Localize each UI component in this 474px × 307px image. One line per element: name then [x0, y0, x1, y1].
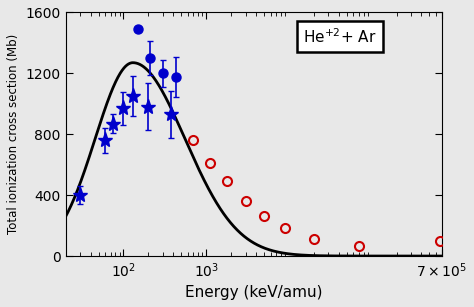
- X-axis label: Energy (keV/amu): Energy (keV/amu): [185, 285, 322, 300]
- Y-axis label: Total ionization cross section (Mb): Total ionization cross section (Mb): [7, 34, 20, 234]
- Text: He$^{+2}$+ Ar: He$^{+2}$+ Ar: [303, 27, 377, 46]
